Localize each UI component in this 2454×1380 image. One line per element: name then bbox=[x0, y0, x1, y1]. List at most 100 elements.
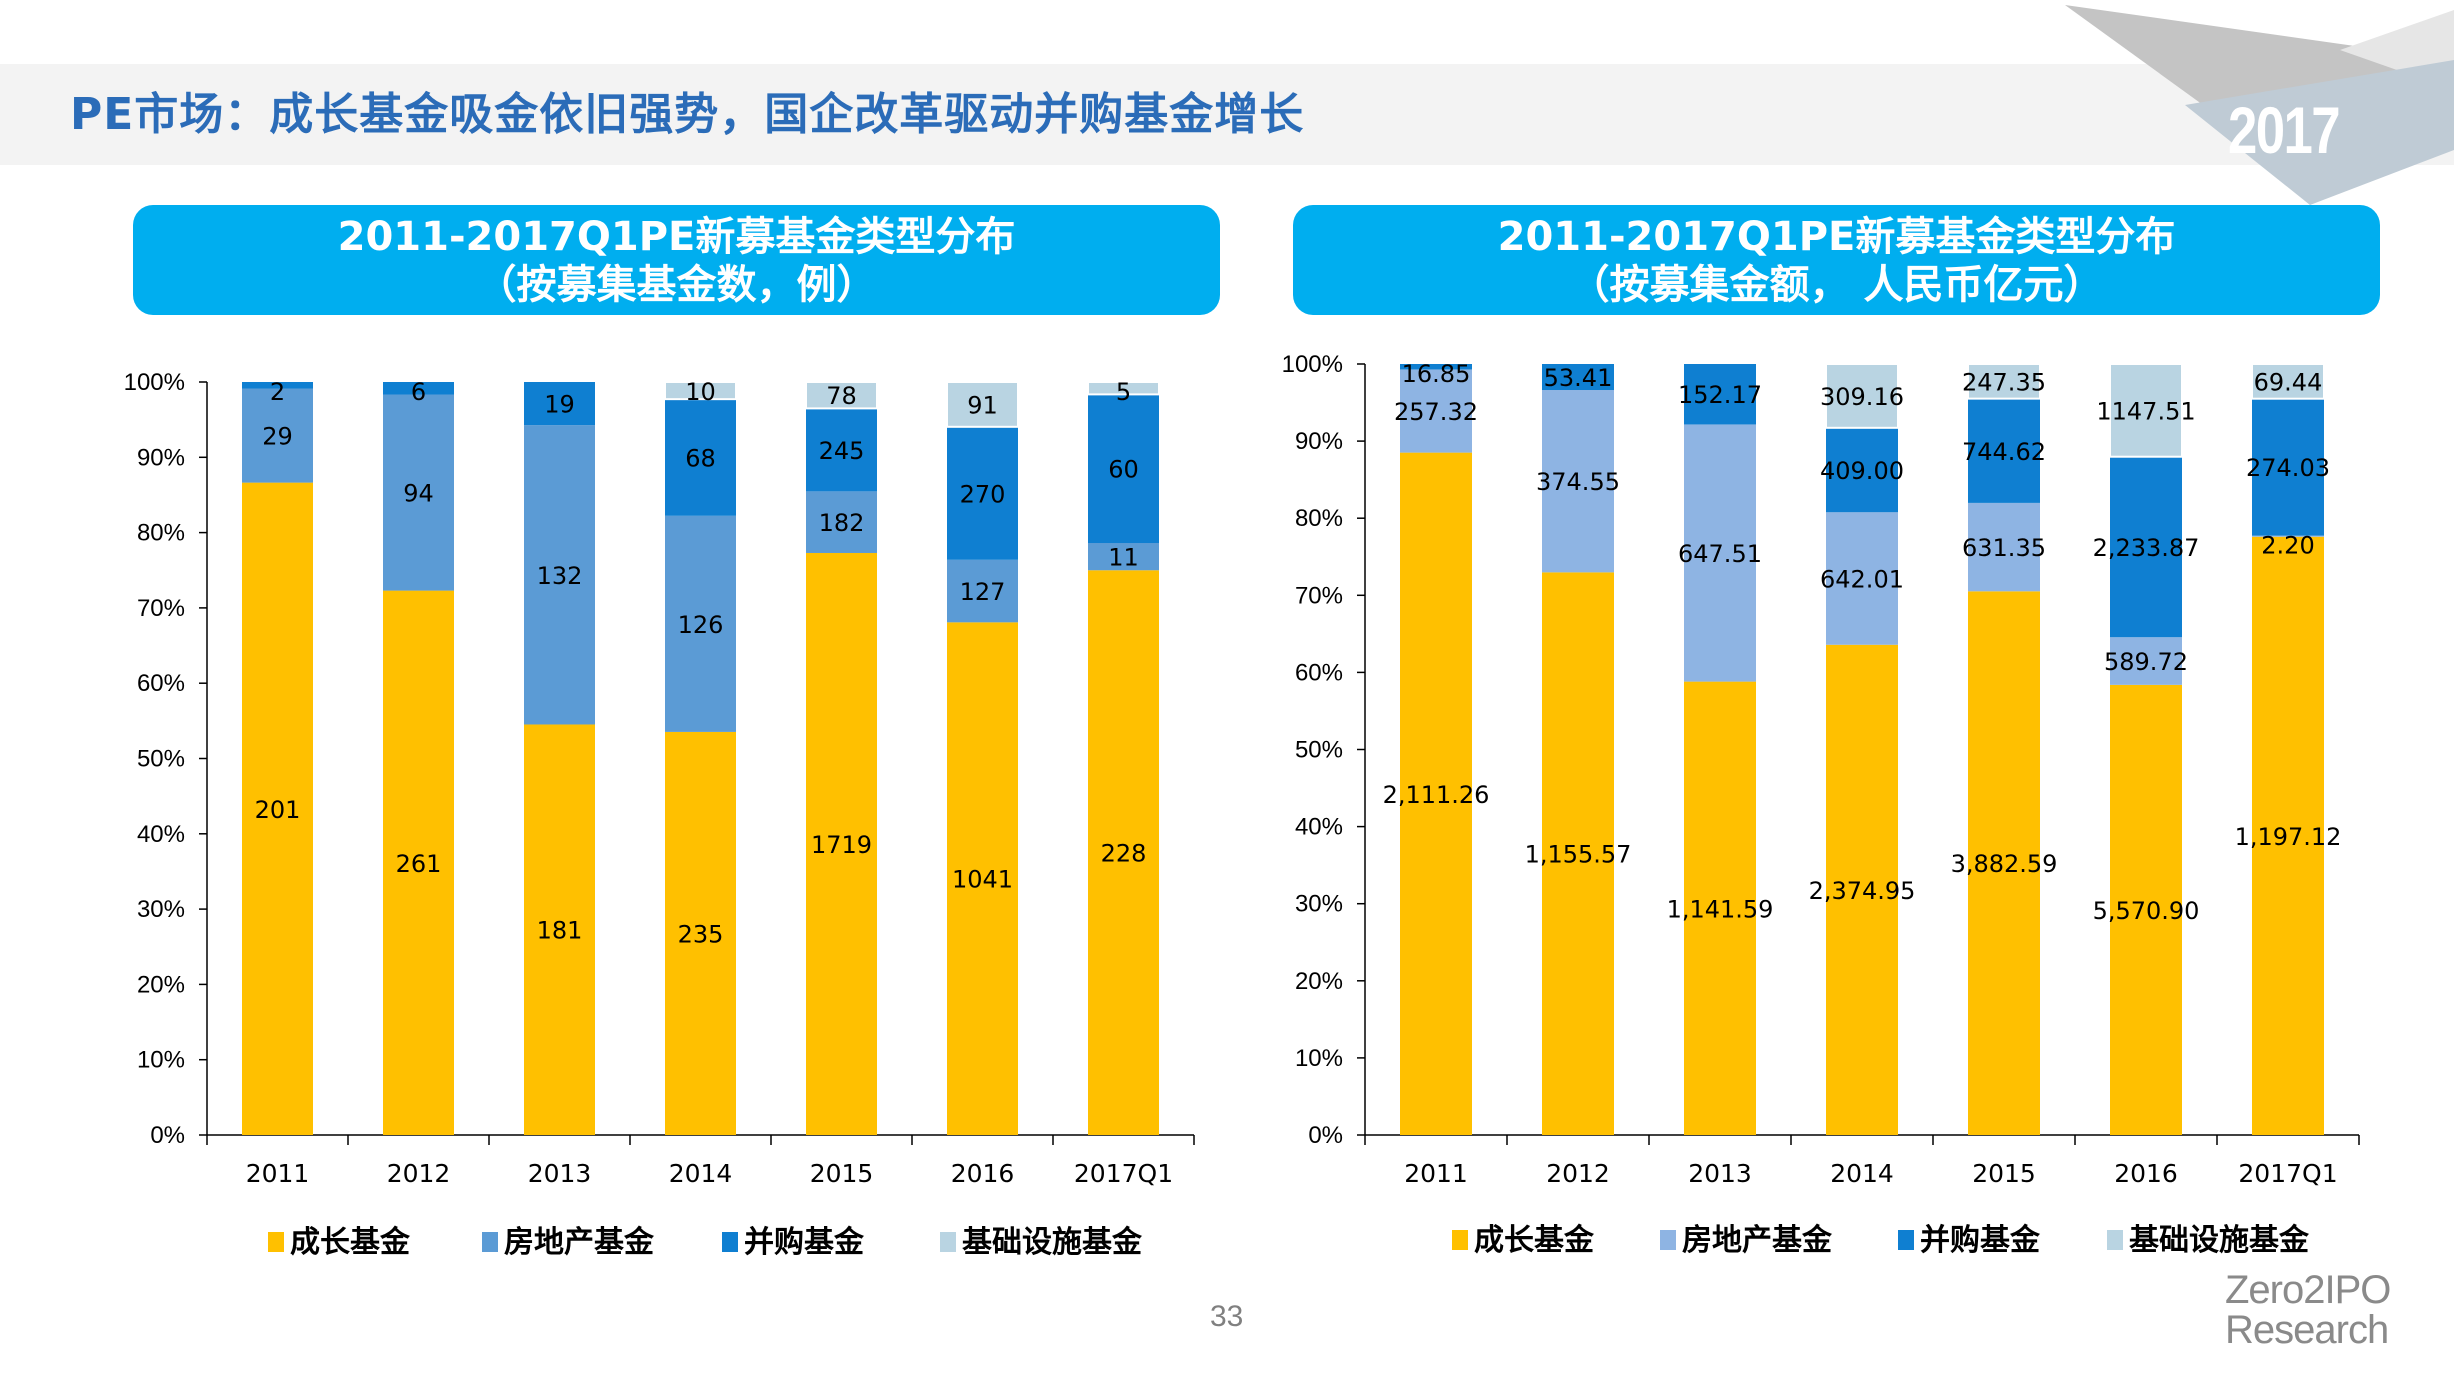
left-bar-segment-real_estate bbox=[947, 559, 1018, 623]
left-bar-segment-buyout bbox=[383, 382, 454, 395]
right-bar-segment-infrastructure bbox=[1825, 363, 1899, 429]
left-data-label: 2 bbox=[270, 378, 285, 406]
right-data-label: 247.35 bbox=[1962, 368, 2046, 396]
right-bar-segment-growth bbox=[2252, 536, 2324, 1135]
right-y-tick-label: 70% bbox=[1295, 582, 1343, 609]
left-bar-segment-infrastructure bbox=[664, 381, 737, 401]
right-y-tick-label: 100% bbox=[1282, 351, 1343, 378]
corner-decoration bbox=[2065, 5, 2454, 205]
right-legend-swatch-infrastructure bbox=[2107, 1230, 2123, 1250]
right-data-label: 69.44 bbox=[2254, 368, 2323, 396]
right-y-tick-label: 60% bbox=[1295, 659, 1343, 686]
left-bar-segment-growth bbox=[524, 724, 595, 1135]
left-data-label: 1719 bbox=[811, 831, 872, 859]
left-legend-label: 并购基金 bbox=[744, 1225, 865, 1260]
left-bar-segment-growth bbox=[665, 731, 736, 1135]
left-y-tick-label: 10% bbox=[137, 1047, 185, 1074]
right-legend-label: 并购基金 bbox=[1920, 1223, 2041, 1258]
left-data-label: 132 bbox=[537, 562, 583, 590]
right-y-tick-label: 90% bbox=[1295, 428, 1343, 455]
left-data-label: 29 bbox=[262, 423, 293, 451]
left-y-tick-label: 100% bbox=[124, 369, 185, 396]
year-badge: 2017 bbox=[2228, 93, 2341, 167]
left-y-tick-label: 20% bbox=[137, 971, 185, 998]
right-data-label: 53.41 bbox=[1544, 364, 1613, 392]
right-data-label: 642.01 bbox=[1820, 566, 1904, 594]
left-legend-label: 房地产基金 bbox=[504, 1225, 655, 1260]
left-data-label: 261 bbox=[396, 850, 442, 878]
left-x-tick-label: 2015 bbox=[810, 1159, 874, 1188]
left-bar-segment-real_estate bbox=[383, 394, 454, 591]
deco-triangle-blue bbox=[2185, 60, 2454, 205]
header-band bbox=[0, 64, 2454, 165]
right-bar-segment-buyout bbox=[2110, 456, 2182, 638]
right-bar-segment-growth bbox=[1400, 452, 1472, 1135]
right-data-label: 152.17 bbox=[1678, 381, 1762, 409]
chart-left-subtitle: （按募集基金数，例） bbox=[476, 262, 877, 308]
left-data-label: 126 bbox=[678, 611, 724, 639]
right-bar-segment-buyout bbox=[2252, 398, 2324, 536]
left-bar-segment-real_estate bbox=[806, 491, 877, 553]
right-data-label: 16.85 bbox=[1402, 360, 1471, 388]
right-data-label: 744.62 bbox=[1962, 438, 2046, 466]
left-bar-segment-growth bbox=[242, 482, 313, 1135]
left-data-label: 6 bbox=[411, 378, 426, 406]
right-bar-segment-infrastructure bbox=[1967, 363, 2041, 400]
right-data-label: 1,197.12 bbox=[2235, 823, 2342, 851]
right-data-label: 2.20 bbox=[2261, 532, 2314, 560]
right-data-label: 409.00 bbox=[1820, 457, 1904, 485]
left-bar-segment-real_estate bbox=[242, 388, 313, 483]
right-legend-label: 基础设施基金 bbox=[2129, 1223, 2310, 1258]
left-y-tick-label: 70% bbox=[137, 595, 185, 622]
right-bar-segment-real_estate_right bbox=[2110, 637, 2182, 685]
left-bar-segment-infrastructure bbox=[805, 381, 878, 410]
left-x-tick-label: 2014 bbox=[669, 1159, 733, 1188]
left-bar-segment-growth bbox=[383, 590, 454, 1135]
left-bar-segment-growth bbox=[947, 622, 1018, 1135]
right-data-label: 631.35 bbox=[1962, 534, 2046, 562]
left-bar-segment-buyout bbox=[1088, 394, 1159, 544]
page-number: 33 bbox=[1210, 1300, 1244, 1333]
right-data-label: 309.16 bbox=[1820, 383, 1904, 411]
right-x-tick-label: 2017Q1 bbox=[2238, 1159, 2337, 1188]
right-y-tick-label: 40% bbox=[1295, 814, 1343, 841]
right-y-tick-label: 50% bbox=[1295, 737, 1343, 764]
right-data-label: 3,882.59 bbox=[1951, 850, 2058, 878]
right-bar-segment-infrastructure bbox=[2251, 363, 2325, 400]
left-data-label: 10 bbox=[685, 378, 716, 406]
right-bar-segment-infrastructure bbox=[2109, 363, 2183, 458]
right-bar-segment-real_estate_right bbox=[1826, 512, 1898, 645]
left-data-label: 235 bbox=[678, 920, 724, 948]
left-x-tick-label: 2013 bbox=[528, 1159, 592, 1188]
left-bar-segment-growth bbox=[806, 552, 877, 1135]
right-bar-segment-growth bbox=[1684, 681, 1756, 1135]
left-y-tick-label: 80% bbox=[137, 520, 185, 547]
left-bar-segment-infrastructure bbox=[946, 381, 1019, 428]
left-bar-segment-infrastructure bbox=[1087, 381, 1160, 396]
right-data-label: 2,233.87 bbox=[2093, 534, 2200, 562]
right-bar-segment-real_estate_right bbox=[1542, 390, 1614, 573]
right-y-tick-label: 0% bbox=[1308, 1122, 1343, 1149]
right-legend-swatch-growth bbox=[1452, 1230, 1468, 1250]
left-data-label: 270 bbox=[960, 480, 1006, 508]
left-y-tick-label: 50% bbox=[137, 746, 185, 773]
right-x-tick-label: 2012 bbox=[1546, 1159, 1610, 1188]
right-data-label: 2,374.95 bbox=[1809, 877, 1916, 905]
left-legend-swatch-buyout bbox=[722, 1232, 738, 1252]
left-data-label: 60 bbox=[1108, 456, 1139, 484]
right-data-label: 5,570.90 bbox=[2093, 897, 2200, 925]
right-legend-swatch-real_estate_right bbox=[1660, 1230, 1676, 1250]
left-bar-segment-real_estate bbox=[1088, 543, 1159, 571]
left-x-tick-label: 2016 bbox=[951, 1159, 1015, 1188]
left-data-label: 19 bbox=[544, 391, 575, 419]
left-data-label: 5 bbox=[1116, 378, 1131, 406]
left-data-label: 182 bbox=[819, 509, 865, 537]
right-data-label: 1,141.59 bbox=[1667, 895, 1774, 923]
right-x-tick-label: 2016 bbox=[2114, 1159, 2178, 1188]
page-title: PE市场：成长基金吸金依旧强势，国企改革驱动并购基金增长 bbox=[70, 89, 1305, 140]
left-y-tick-label: 0% bbox=[150, 1122, 185, 1149]
left-bar-segment-buyout bbox=[806, 408, 877, 492]
right-data-label: 1,155.57 bbox=[1525, 841, 1632, 869]
